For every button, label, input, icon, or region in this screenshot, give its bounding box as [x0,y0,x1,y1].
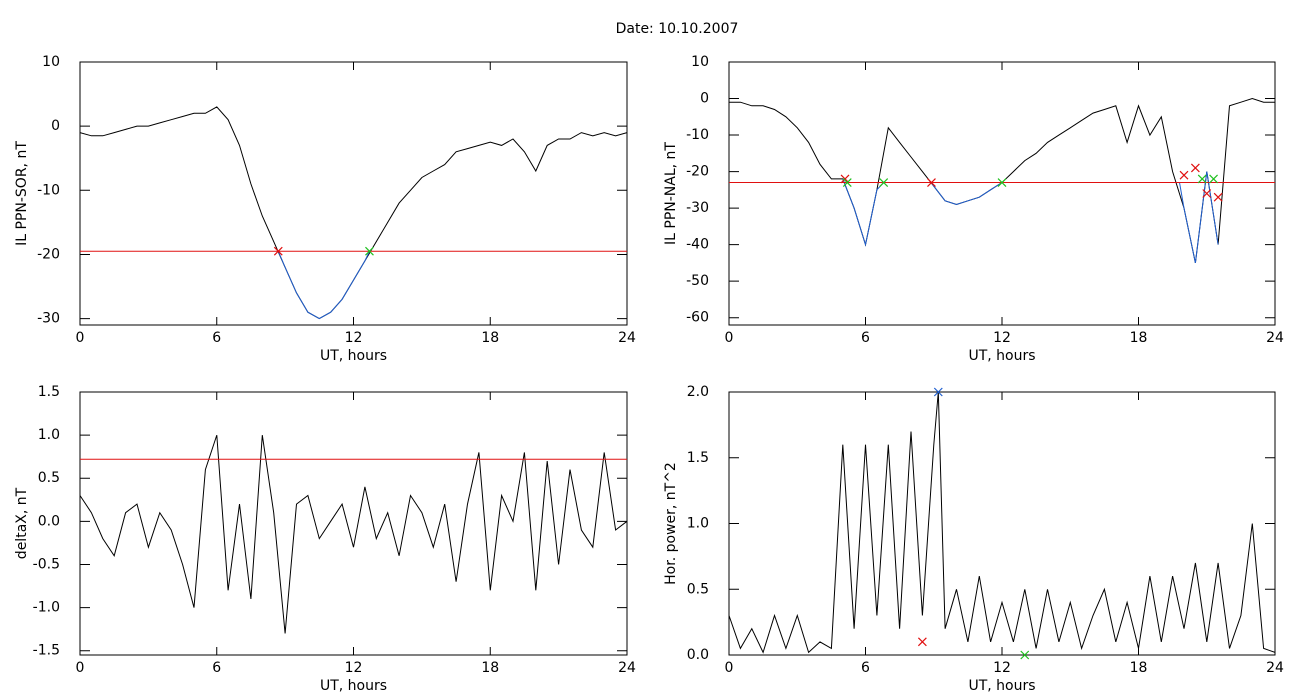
y-tick-label: -20 [37,246,60,262]
y-tick-label: 0.0 [38,513,60,529]
x-tick-label: 6 [212,330,221,346]
x-axis-label: UT, hours [320,348,387,364]
marker [997,178,1007,187]
y-tick-label: 0.5 [38,470,60,486]
marker [927,178,936,187]
x-tick-label: 0 [76,660,85,676]
x-axis-label: UT, hours [968,678,1035,694]
y-tick-label: -30 [686,200,709,216]
y-tick-label: 0 [51,118,60,134]
y-tick-label: -1.0 [33,600,60,616]
figure-title: Date: 10.10.2007 [616,21,739,37]
x-tick-label: 0 [76,330,85,346]
marker [1179,170,1189,180]
y-tick-label: 0.5 [687,581,709,597]
x-tick-label: 6 [861,330,870,346]
x-tick-label: 24 [618,330,636,346]
x-tick-label: 18 [1130,660,1148,676]
marker [879,178,889,187]
marker [1213,192,1223,202]
marker [1197,174,1207,184]
x-axis-label: UT, hours [968,348,1035,364]
x-tick-label: 12 [345,330,363,346]
marker [273,246,283,256]
y-tick-label: -50 [686,273,709,289]
y-tick-label: 1.5 [38,384,60,400]
marker [933,387,943,397]
x-tick-label: 12 [345,660,363,676]
y-tick-label: 0 [700,91,709,107]
x-tick-label: 24 [618,660,636,676]
marker [1190,163,1200,173]
y-tick-label: -20 [686,164,709,180]
y-axis-label: Hor. power, nT^2 [663,462,679,585]
y-axis-label: deltaX, nT [14,487,30,559]
y-tick-label: 1.0 [687,516,709,532]
x-tick-label: 6 [861,660,870,676]
y-axis-label: IL PPN-SOR, nT [14,141,30,246]
y-tick-label: 10 [691,54,709,70]
x-tick-label: 0 [725,660,734,676]
y-tick-label: -40 [686,237,709,253]
y-tick-label: -10 [37,182,60,198]
y-tick-label: -10 [686,127,709,143]
data-line [728,391,1276,654]
y-tick-label: 2.0 [687,384,709,400]
y-tick-label: -30 [37,311,60,327]
y-tick-label: 0.0 [687,647,709,663]
y-tick-label: 10 [42,54,60,70]
x-tick-label: 24 [1266,330,1284,346]
y-tick-label: 1.0 [38,427,60,443]
y-tick-label: 1.5 [687,450,709,466]
data-line [79,434,628,634]
x-tick-label: 12 [993,330,1011,346]
y-tick-label: -60 [686,310,709,326]
x-tick-label: 6 [212,660,221,676]
marker [1209,174,1218,184]
x-tick-label: 18 [1130,330,1148,346]
marker [1202,189,1212,198]
y-tick-label: -1.5 [33,643,60,659]
y-tick-label: -0.5 [33,556,60,572]
x-tick-label: 0 [725,330,734,346]
y-axis-label: IL PPN-NAL, nT [663,142,679,245]
x-tick-label: 18 [481,330,499,346]
marker [917,637,927,647]
x-tick-label: 12 [993,660,1011,676]
marker [842,178,852,187]
x-tick-label: 24 [1266,660,1284,676]
marker [1020,650,1030,660]
x-tick-label: 18 [481,660,499,676]
data-line [277,250,370,320]
x-axis-label: UT, hours [320,678,387,694]
data-line [842,171,1219,264]
marker [365,246,374,256]
